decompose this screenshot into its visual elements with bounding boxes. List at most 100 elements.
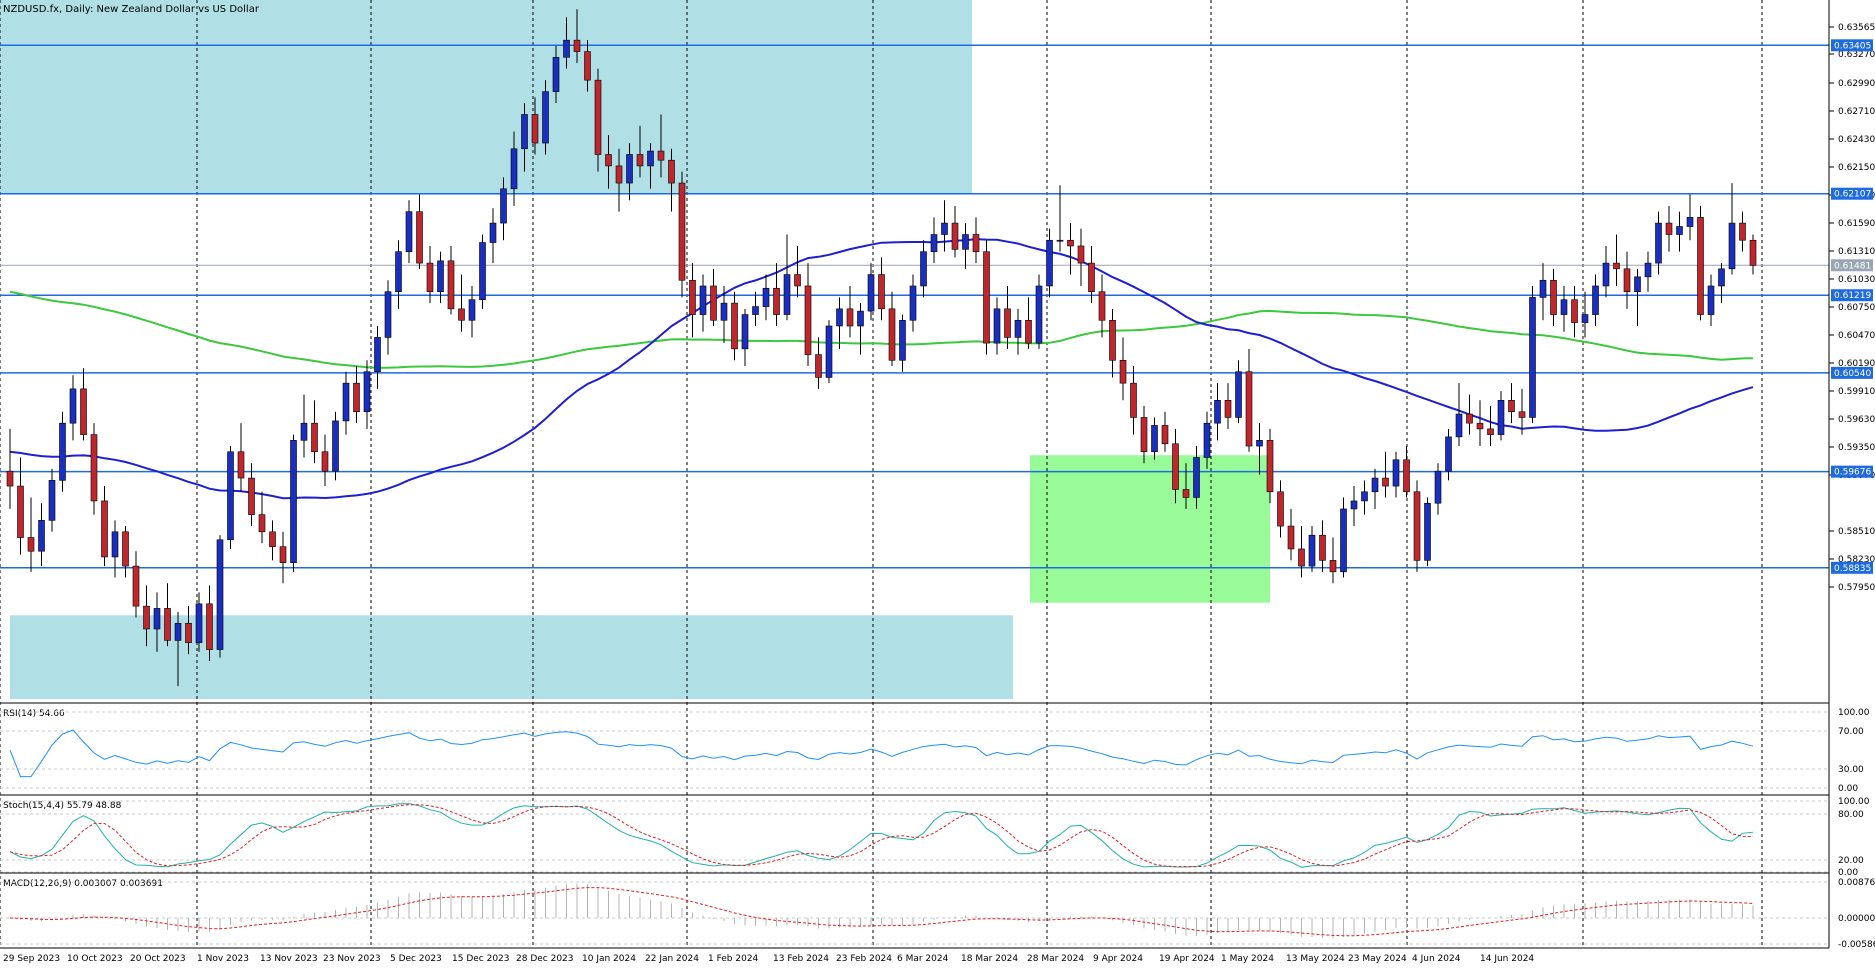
- bull-candle: [1707, 285, 1715, 315]
- date-label: 19 Apr 2024: [1159, 954, 1215, 964]
- indicator-tick-label: 20.00: [1838, 856, 1864, 866]
- macd-signal-line: [9, 887, 1754, 937]
- bull-candle: [195, 603, 203, 644]
- chart-title: NZDUSD.fx, Daily: New Zealand Dollar vs …: [3, 4, 260, 15]
- bear-candle: [1098, 291, 1106, 321]
- date-label: 13 May 2024: [1286, 954, 1345, 964]
- bull-candle: [153, 608, 161, 630]
- bear-candle: [258, 514, 266, 533]
- bear-candle: [678, 182, 686, 281]
- bear-candle: [1613, 262, 1620, 270]
- bear-candle: [1329, 560, 1337, 573]
- bull-candle: [1529, 297, 1536, 418]
- bull-candle: [836, 308, 843, 327]
- bull-candle: [1392, 459, 1400, 487]
- bull-candle: [647, 150, 654, 167]
- bear-candle: [804, 285, 812, 355]
- bear-candle: [1182, 489, 1190, 498]
- bear-candle: [878, 274, 885, 310]
- level-tag: [1831, 289, 1873, 302]
- price-tick-label: 0.59350: [1838, 443, 1875, 453]
- bear-candle: [636, 154, 644, 167]
- bear-candle: [353, 382, 360, 413]
- bull-candle: [1424, 502, 1431, 561]
- bear-candle: [6, 470, 14, 487]
- bull-candle: [38, 520, 45, 552]
- bull-candle: [69, 388, 77, 424]
- bull-candle: [290, 440, 297, 563]
- bear-candle: [615, 165, 623, 184]
- level-tag-label: 0.60540: [1834, 369, 1871, 379]
- bull-candle: [1214, 400, 1221, 424]
- bull-candle: [1655, 222, 1662, 264]
- bear-candle: [122, 531, 129, 567]
- bull-candle: [1560, 299, 1568, 315]
- date-label: 13 Feb 2024: [773, 954, 829, 964]
- bull-candle: [174, 622, 182, 641]
- bull-candle: [500, 188, 507, 224]
- bear-candle: [794, 274, 801, 287]
- bull-candle: [384, 291, 392, 338]
- bull-candle: [920, 251, 927, 287]
- bear-candle: [426, 262, 434, 292]
- macd-grid: 0.008766 0.000000 -0.005860: [0, 878, 1875, 950]
- date-label: 15 Dec 2023: [452, 954, 510, 964]
- date-label: 1 Nov 2023: [197, 954, 249, 964]
- bear-candle: [1224, 400, 1232, 418]
- bear-candle: [1277, 491, 1284, 527]
- bear-candle: [584, 51, 591, 81]
- bear-candle: [1161, 425, 1169, 445]
- price-tick-label: 0.61310: [1838, 247, 1875, 257]
- date-label: 1 Feb 2024: [708, 954, 759, 964]
- bull-candle: [342, 382, 350, 422]
- demand-zone: [1030, 455, 1270, 603]
- price-tick-label: 0.63270: [1838, 50, 1875, 60]
- level-tag: [1831, 187, 1873, 200]
- bear-candle: [80, 388, 87, 435]
- bear-candle: [416, 211, 423, 264]
- bear-candle: [1140, 417, 1148, 453]
- bull-candle: [521, 114, 528, 150]
- bull-candle: [1350, 500, 1358, 510]
- bear-candle: [1004, 308, 1011, 338]
- bear-candle: [731, 302, 738, 350]
- date-label: 10 Jan 2024: [582, 954, 636, 964]
- bear-candle: [164, 608, 171, 641]
- bull-candle: [930, 234, 938, 252]
- bear-candle: [1119, 359, 1127, 384]
- rsi-panel: RSI(14) 54.66 100.00 70.00 30.00 0.00: [0, 702, 1870, 794]
- bear-candle: [1413, 491, 1421, 561]
- stoch-main-line: [9, 803, 1754, 868]
- bear-candle: [1077, 245, 1085, 264]
- level-tag-label: 0.58835: [1834, 564, 1871, 574]
- rsi-label: RSI(14) 54.66: [3, 709, 65, 719]
- date-label: 10 Oct 2023: [67, 954, 123, 964]
- ma-slow-line: [9, 290, 1754, 369]
- level-tag-label: 0.59676: [1834, 468, 1871, 478]
- level-tag: [1831, 39, 1873, 52]
- bear-candle: [1088, 262, 1095, 292]
- bear-candle: [458, 308, 465, 321]
- bull-candle: [563, 39, 570, 58]
- bear-candle: [573, 39, 581, 52]
- bull-candle: [909, 285, 917, 321]
- bull-candle: [542, 91, 549, 144]
- date-label: 14 Jun 2024: [1480, 954, 1534, 964]
- bear-candle: [1245, 371, 1253, 447]
- bear-candle: [101, 500, 108, 558]
- indicator-tick-label: 0.00: [1838, 784, 1858, 794]
- level-tag: [1831, 561, 1873, 574]
- bull-candle: [363, 371, 371, 413]
- price-tick-label: 0.61590: [1838, 219, 1875, 229]
- macd-panel: MACD(12,26,9) 0.003007 0.003691 0.008766…: [0, 872, 1875, 950]
- bear-candle: [1109, 319, 1116, 361]
- level-tag-label: 0.62107: [1834, 190, 1871, 200]
- bear-candle: [1749, 239, 1757, 266]
- bull-candle: [867, 274, 875, 312]
- bull-candle: [720, 302, 728, 321]
- bull-candle: [752, 306, 759, 315]
- bear-candle: [815, 354, 822, 378]
- bear-candle: [1298, 548, 1305, 567]
- bull-candle: [1592, 285, 1599, 315]
